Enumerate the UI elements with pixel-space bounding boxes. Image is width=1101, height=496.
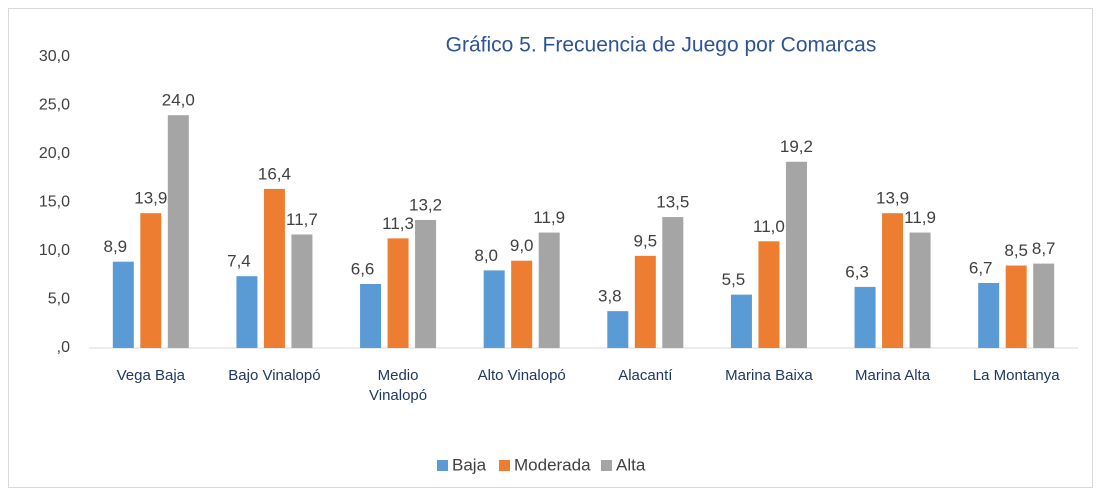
data-label: 13,9 — [134, 189, 167, 208]
bar — [1005, 265, 1027, 348]
legend-swatch — [499, 460, 510, 471]
bar — [511, 260, 533, 348]
bar — [882, 213, 904, 348]
data-label: 16,4 — [258, 164, 291, 183]
bar — [112, 261, 134, 348]
data-label: 11,0 — [753, 217, 785, 236]
bar — [263, 188, 285, 348]
data-label: 11,9 — [904, 208, 936, 227]
data-label: 8,0 — [474, 246, 498, 265]
bar — [236, 276, 258, 348]
y-tick-label: 30,0 — [39, 48, 70, 65]
data-label: 11,7 — [286, 210, 318, 229]
x-tick-label: La Montanya — [972, 367, 1060, 384]
y-tick-label: 15,0 — [39, 194, 70, 211]
bar — [140, 213, 162, 348]
bar — [538, 232, 560, 348]
bar — [167, 115, 189, 348]
legend-swatch — [601, 460, 612, 471]
bar — [854, 286, 876, 348]
y-tick-label: 25,0 — [39, 97, 70, 114]
legend-label: Moderada — [514, 455, 591, 474]
data-label: 3,8 — [598, 287, 622, 306]
bar — [634, 255, 656, 348]
x-tick-label: Alto Vinalopó — [477, 367, 566, 384]
bar — [909, 232, 931, 348]
data-label: 13,5 — [656, 193, 689, 212]
legend-swatch — [437, 460, 448, 471]
data-label: 6,6 — [351, 259, 375, 278]
data-label: 13,9 — [876, 189, 909, 208]
y-tick-label: 5,0 — [48, 291, 70, 308]
bar — [1033, 263, 1055, 348]
data-label: 13,2 — [409, 195, 442, 214]
x-tick-label: Marina Alta — [855, 367, 931, 384]
bar — [978, 283, 1000, 348]
y-tick-label: 10,0 — [39, 242, 70, 259]
data-label: 8,5 — [1004, 241, 1028, 260]
bar — [360, 283, 382, 348]
bar — [662, 217, 684, 348]
data-label: 6,7 — [969, 258, 993, 277]
bar — [291, 234, 313, 348]
legend-label: Baja — [452, 455, 487, 474]
chart-title: Gráfico 5. Frecuencia de Juego por Comar… — [446, 34, 877, 57]
x-tick-label: Alacantí — [618, 367, 673, 384]
x-tick-label: Bajo Vinalopó — [228, 367, 321, 384]
data-label: 11,3 — [382, 214, 414, 233]
x-tick-label: Vega Baja — [116, 367, 186, 384]
data-label: 8,7 — [1032, 239, 1056, 258]
bar — [785, 161, 807, 348]
x-tick-label: Marina Baixa — [725, 367, 813, 384]
data-label: 5,5 — [722, 270, 746, 289]
data-label: 6,3 — [845, 262, 869, 281]
bar — [730, 294, 752, 348]
data-label: 8,9 — [103, 237, 127, 256]
data-label: 19,2 — [780, 137, 813, 156]
bar — [415, 219, 437, 348]
data-label: 11,9 — [533, 208, 565, 227]
bar — [758, 241, 780, 348]
legend-label: Alta — [616, 455, 646, 474]
data-label: 24,0 — [162, 91, 195, 110]
x-tick-label: Medio Vinalopó — [369, 367, 428, 404]
y-tick-label: ,0 — [57, 339, 70, 356]
data-label: 9,5 — [633, 231, 657, 250]
y-tick-label: 20,0 — [39, 145, 70, 162]
bar — [483, 270, 505, 348]
data-label: 7,4 — [227, 252, 251, 271]
data-label: 9,0 — [510, 236, 534, 255]
bar — [387, 238, 409, 348]
bar — [607, 311, 629, 348]
